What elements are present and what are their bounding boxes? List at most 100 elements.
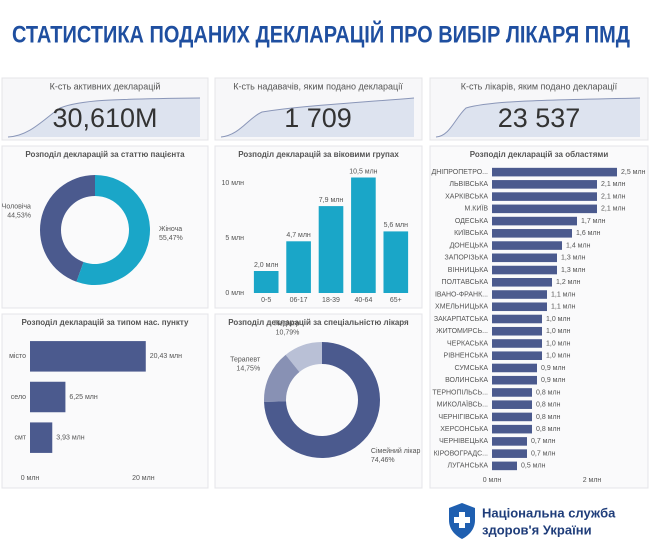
bar [492,326,542,336]
bar [253,271,279,293]
bar [492,412,532,422]
kpi-value: 30,610M [52,103,157,133]
category-label: ХЕРСОНСЬКА [440,426,488,433]
value-label: 2,0 млн [254,262,279,269]
bar [492,216,577,226]
chart-title: Розподіл декларацій за областями [470,150,609,159]
donut-slice [264,354,300,402]
y-tick-label: 10 млн [222,180,245,187]
slice-value: 74,46% [371,457,395,464]
category-label: ВОЛИНСЬКА [445,377,488,384]
x-tick-label: 0-5 [261,297,271,304]
value-label: 3,93 млн [56,435,84,442]
bar [492,363,537,373]
bar [492,253,557,263]
category-label: ЧЕРНІВЕЦЬКА [439,438,488,445]
bar [492,400,532,409]
x-tick-label: 0 млн [483,477,502,484]
value-label: 2,1 млн [601,193,626,200]
kpi-label: К-сть надавачів, яким подано декларації [233,81,403,91]
value-label: 1,3 млн [561,267,586,274]
category-label: ЗАПОРІЗЬКА [445,255,489,262]
category-label: ХМЕЛЬНИЦЬКА [435,304,488,311]
donut-slice [264,342,381,458]
category-label: ЗАКАРПАТСЬКА [434,316,488,323]
category-label: ЧЕРНІГІВСЬКА [438,414,488,421]
value-label: 0,8 млн [536,426,561,433]
category-label: КИЇВСЬКА [454,229,488,237]
value-label: 0,8 млн [536,402,561,409]
x-tick-label: 2 млн [583,477,602,484]
bar [492,449,527,458]
bar [351,177,376,293]
value-label: 1,0 млн [546,353,571,360]
bar [492,437,527,446]
bar [492,314,542,324]
bar [492,167,617,177]
value-label: 7,9 млн [319,197,344,204]
chart-title: Розподіл декларацій за спеціальністю лік… [228,318,409,327]
footer-text: Національна служба [482,505,616,520]
bar [492,424,532,434]
y-tick-label: 0 млн [225,290,244,297]
bar [30,422,53,453]
value-label: 2,5 млн [621,169,646,176]
bar [492,204,597,214]
category-label: смт [14,435,26,442]
category-label: місто [9,352,26,360]
category-label: МИКОЛАЇВСЬ... [437,401,488,409]
bar [492,180,597,189]
category-label: ТЕРНОПІЛЬСЬ... [432,389,488,396]
sparkline-line [435,97,641,138]
value-label: 1,1 млн [551,291,576,298]
sparkline [436,98,640,137]
category-label: ДОНЕЦЬКА [450,242,489,249]
chart-title: Розподіл декларацій за статтю пацієнта [25,150,185,159]
category-label: ДНІПРОПЕТРО... [431,169,488,176]
bar [30,381,66,413]
bar [30,341,146,372]
value-label: 1,1 млн [551,304,576,311]
chart-title: Розподіл декларацій за типом нас. пункту [22,318,189,327]
chart-panel: Розподіл декларацій за віковими групах 0 … [214,145,423,309]
category-label: М.КИЇВ [465,205,489,213]
value-label: 0,8 млн [536,414,561,421]
category-label: ВІННИЦЬКА [448,267,489,274]
slice-value: 10,79% [276,330,300,337]
slice-label: Чоловіча [2,203,31,211]
chart-panel: Розподіл декларацій за областями 0 млн 2 м… [429,145,649,489]
sparkline [8,98,200,137]
x-tick-label: 20 млн [132,475,155,482]
logo-cross [454,512,470,528]
bar [286,241,311,293]
kpi-value: 23 537 [498,103,581,133]
value-label: 1,4 млн [566,242,591,249]
donut-slice [285,342,322,372]
slice-value: 44,53% [7,213,31,220]
footer-text: здоров'я України [482,522,592,537]
slice-label: Сімейний лікар [371,447,421,455]
category-label: ІВАНО-ФРАНК... [435,291,488,298]
value-label: 1,0 млн [546,316,571,323]
footer: Національна служба здоров'я України [449,503,616,539]
category-label: РІВНЕНСЬКА [444,353,489,360]
value-label: 1,3 млн [561,255,586,262]
chart-panel: Розподіл декларацій за типом нас. пункту… [1,313,209,489]
slice-value: 14,75% [236,366,260,373]
bar [492,241,562,250]
value-label: 1,0 млн [546,328,571,335]
bar [492,265,557,275]
value-label: 6,25 млн [69,394,97,401]
x-tick-label: 06-17 [290,297,308,304]
value-label: 0,8 млн [536,389,561,396]
category-label: ЛУГАНСЬКА [448,463,489,470]
value-label: 1,7 млн [581,218,606,225]
value-label: 10,5 млн [349,168,377,175]
y-tick-label: 5 млн [225,235,244,242]
bar [383,231,409,293]
slice-label: Педіатр [274,320,299,328]
bar [492,277,552,287]
category-label: ОДЕСЬКА [455,218,488,225]
bar [492,302,547,312]
